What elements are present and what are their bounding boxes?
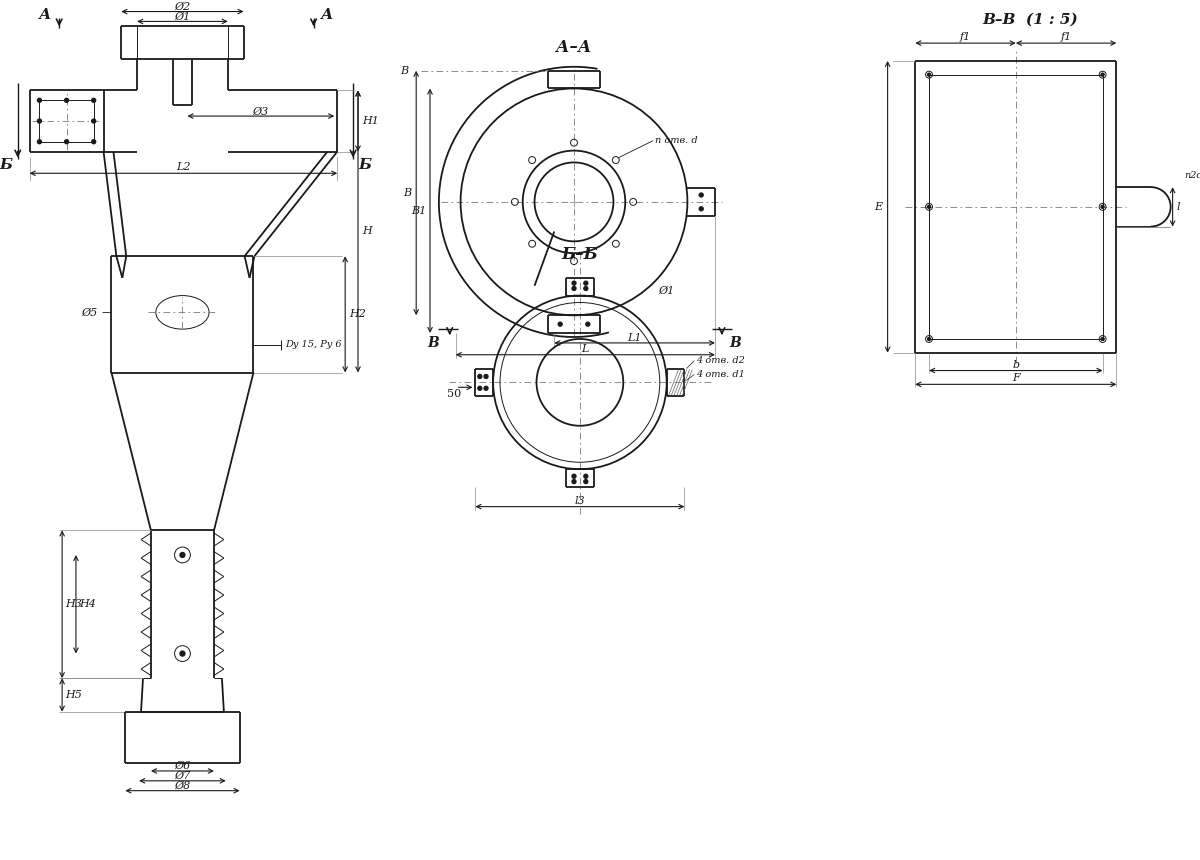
Text: H3: H3 bbox=[65, 599, 82, 609]
Circle shape bbox=[558, 322, 562, 326]
Circle shape bbox=[572, 474, 576, 478]
Text: Б: Б bbox=[0, 158, 12, 172]
Text: Ø7: Ø7 bbox=[174, 771, 191, 781]
Text: 50: 50 bbox=[446, 390, 461, 399]
Text: H1: H1 bbox=[362, 116, 379, 126]
Text: 4 отв. d1: 4 отв. d1 bbox=[696, 370, 745, 379]
Text: F: F bbox=[1012, 373, 1020, 384]
Circle shape bbox=[700, 193, 703, 197]
Text: Dy 15, Py 6: Dy 15, Py 6 bbox=[286, 341, 342, 349]
Circle shape bbox=[700, 206, 703, 211]
Text: B: B bbox=[400, 65, 408, 76]
Text: f1: f1 bbox=[960, 32, 971, 42]
Text: В–В  (1 : 5): В–В (1 : 5) bbox=[983, 12, 1079, 27]
Text: 4 отв. d2: 4 отв. d2 bbox=[696, 356, 745, 366]
Text: Ø6: Ø6 bbox=[174, 761, 191, 771]
Text: L2: L2 bbox=[176, 163, 191, 172]
Circle shape bbox=[1102, 337, 1104, 341]
Circle shape bbox=[37, 119, 42, 123]
Text: H2: H2 bbox=[349, 310, 366, 319]
Circle shape bbox=[586, 322, 589, 326]
Text: n отв. d: n отв. d bbox=[655, 136, 697, 145]
Text: H5: H5 bbox=[65, 690, 82, 700]
Circle shape bbox=[484, 386, 488, 390]
Circle shape bbox=[572, 286, 576, 291]
Text: H4: H4 bbox=[79, 599, 96, 609]
Text: l3: l3 bbox=[575, 495, 586, 506]
Text: l: l bbox=[1176, 202, 1180, 212]
Circle shape bbox=[584, 281, 588, 286]
Text: b: b bbox=[1013, 359, 1019, 370]
Text: Ø3: Ø3 bbox=[253, 108, 269, 117]
Text: А: А bbox=[40, 8, 52, 22]
Text: Ø2: Ø2 bbox=[174, 2, 191, 12]
Circle shape bbox=[91, 119, 96, 123]
Circle shape bbox=[37, 140, 42, 144]
Text: А–А: А–А bbox=[557, 39, 592, 56]
Text: Ø1: Ø1 bbox=[658, 286, 674, 296]
Text: В: В bbox=[427, 336, 439, 350]
Text: L1: L1 bbox=[628, 333, 642, 343]
Text: А: А bbox=[322, 8, 334, 22]
Circle shape bbox=[91, 98, 96, 102]
Text: L: L bbox=[582, 344, 589, 353]
Text: Б–Б: Б–Б bbox=[562, 246, 599, 262]
Circle shape bbox=[928, 337, 930, 341]
Text: Ø5: Ø5 bbox=[82, 307, 97, 317]
Circle shape bbox=[180, 552, 185, 557]
Text: E: E bbox=[875, 202, 883, 212]
Circle shape bbox=[584, 480, 588, 483]
Circle shape bbox=[1102, 206, 1104, 208]
Circle shape bbox=[584, 474, 588, 478]
Text: В: В bbox=[728, 336, 740, 350]
Circle shape bbox=[37, 98, 42, 102]
Circle shape bbox=[180, 651, 185, 656]
Text: B: B bbox=[403, 188, 412, 198]
Circle shape bbox=[572, 281, 576, 286]
Text: n2d: n2d bbox=[1184, 171, 1200, 180]
Circle shape bbox=[584, 286, 588, 291]
Circle shape bbox=[928, 206, 930, 208]
Circle shape bbox=[484, 374, 488, 378]
Text: Б: Б bbox=[359, 158, 372, 172]
Text: H: H bbox=[362, 226, 372, 237]
Circle shape bbox=[478, 386, 481, 390]
Circle shape bbox=[572, 480, 576, 483]
Circle shape bbox=[478, 374, 481, 378]
Circle shape bbox=[91, 140, 96, 144]
Circle shape bbox=[928, 73, 930, 77]
Circle shape bbox=[1102, 73, 1104, 77]
Text: Ø1: Ø1 bbox=[174, 11, 191, 22]
Text: Ø8: Ø8 bbox=[174, 781, 191, 790]
Circle shape bbox=[65, 140, 68, 144]
Text: B1: B1 bbox=[410, 206, 426, 216]
Text: f1: f1 bbox=[1061, 32, 1072, 42]
Circle shape bbox=[65, 98, 68, 102]
